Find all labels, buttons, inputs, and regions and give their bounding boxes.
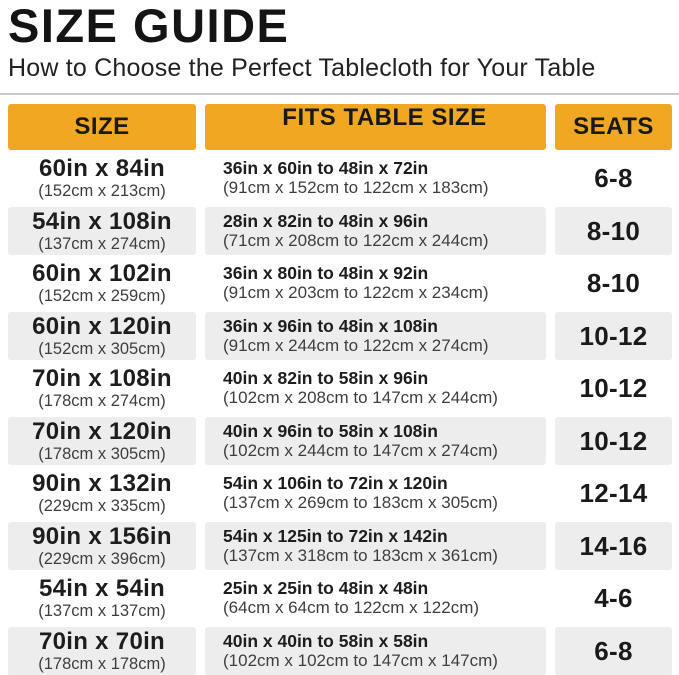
seats-value: 8-10 <box>586 215 641 246</box>
column-header-fits: FITS TABLE SIZE <box>205 104 546 150</box>
size-cm: (229cm x 396cm) <box>38 549 166 568</box>
fits-table-size-cell: 40in x 82in to 58in x 96in (102cm x 208c… <box>205 365 546 413</box>
size-inches: 60in x 84in <box>38 155 166 183</box>
table-row: 70in x 70in (178cm x 178cm) 40in x 40in … <box>8 627 672 675</box>
fits-cm: (102cm x 208cm to 147cm x 244cm) <box>223 388 498 408</box>
table-row: 70in x 120in (178cm x 305cm) 40in x 96in… <box>8 417 672 465</box>
size-inches: 60in x 102in <box>32 260 172 288</box>
fits-cm: (137cm x 318cm to 183cm x 361cm) <box>223 545 498 565</box>
size-cm: (229cm x 335cm) <box>38 497 166 516</box>
fits-inches: 40in x 40in to 58in x 58in <box>223 630 429 651</box>
fits-cm: (91cm x 203cm to 122cm x 234cm) <box>223 283 489 303</box>
seats-value: 10-12 <box>579 373 648 404</box>
size-cell: 60in x 102in (152cm x 259cm) <box>8 260 196 308</box>
fits-inches: 40in x 96in to 58in x 108in <box>223 420 438 441</box>
seats-value: 8-10 <box>586 268 641 299</box>
size-cm: (137cm x 137cm) <box>38 602 166 621</box>
size-cell: 70in x 70in (178cm x 178cm) <box>8 627 196 675</box>
size-cm: (178cm x 178cm) <box>38 654 166 673</box>
fits-cm: (91cm x 152cm to 122cm x 183cm) <box>223 178 489 198</box>
fits-table-size-cell: 28in x 82in to 48in x 96in (71cm x 208cm… <box>205 207 546 255</box>
size-cell: 54in x 108in (137cm x 274cm) <box>8 207 196 255</box>
page-title: SIZE GUIDE <box>8 0 290 52</box>
table-row: 60in x 120in (152cm x 305cm) 36in x 96in… <box>8 312 672 360</box>
size-cm: (137cm x 274cm) <box>38 234 166 253</box>
column-header-seats: SEATS <box>555 104 672 150</box>
size-cell: 60in x 84in (152cm x 213cm) <box>8 155 196 203</box>
fits-cm: (71cm x 208cm to 122cm x 244cm) <box>223 230 489 250</box>
fits-cm: (91cm x 244cm to 122cm x 274cm) <box>223 335 489 355</box>
fits-inches: 25in x 25in to 48in x 48in <box>223 578 429 599</box>
size-cell: 90in x 132in (229cm x 335cm) <box>8 470 196 518</box>
size-inches: 54in x 108in <box>32 207 172 235</box>
size-guide-table: SIZE FITS TABLE SIZE SEATS 60in x 84in (… <box>8 104 672 675</box>
page-subtitle: How to Choose the Perfect Tablecloth for… <box>8 54 596 82</box>
fits-inches: 36in x 80in to 48in x 92in <box>223 263 429 284</box>
table-row: 54in x 54in (137cm x 137cm) 25in x 25in … <box>8 575 672 623</box>
size-inches: 70in x 120in <box>32 417 172 445</box>
fits-table-size-cell: 54in x 106in to 72in x 120in (137cm x 26… <box>205 470 546 518</box>
size-inches: 70in x 108in <box>32 365 172 393</box>
fits-cm: (102cm x 244cm to 147cm x 274cm) <box>223 440 498 460</box>
seats-cell: 10-12 <box>555 365 672 413</box>
size-cm: (152cm x 259cm) <box>38 287 166 306</box>
size-cell: 54in x 54in (137cm x 137cm) <box>8 575 196 623</box>
fits-inches: 28in x 82in to 48in x 96in <box>223 210 429 231</box>
fits-table-size-cell: 25in x 25in to 48in x 48in (64cm x 64cm … <box>205 575 546 623</box>
size-cm: (178cm x 305cm) <box>38 444 166 463</box>
size-cm: (152cm x 213cm) <box>38 182 166 201</box>
table-row: 60in x 102in (152cm x 259cm) 36in x 80in… <box>8 260 672 308</box>
divider <box>0 93 679 95</box>
table-row: 60in x 84in (152cm x 213cm) 36in x 60in … <box>8 155 672 203</box>
fits-inches: 54in x 125in to 72in x 142in <box>223 525 448 546</box>
fits-cm: (64cm x 64cm to 122cm x 122cm) <box>223 598 480 618</box>
fits-inches: 36in x 60in to 48in x 72in <box>223 158 429 179</box>
fits-table-size-cell: 36in x 60in to 48in x 72in (91cm x 152cm… <box>205 155 546 203</box>
size-cell: 70in x 108in (178cm x 274cm) <box>8 365 196 413</box>
seats-value: 6-8 <box>594 635 633 666</box>
size-cell: 70in x 120in (178cm x 305cm) <box>8 417 196 465</box>
seats-value: 6-8 <box>594 163 633 194</box>
fits-cm: (102cm x 102cm to 147cm x 147cm) <box>223 650 498 670</box>
size-inches: 90in x 132in <box>32 470 172 498</box>
fits-table-size-cell: 36in x 96in to 48in x 108in (91cm x 244c… <box>205 312 546 360</box>
fits-inches: 54in x 106in to 72in x 120in <box>223 473 448 494</box>
table-row: 90in x 156in (229cm x 396cm) 54in x 125i… <box>8 522 672 570</box>
seats-cell: 6-8 <box>555 627 672 675</box>
size-inches: 90in x 156in <box>32 522 172 550</box>
seats-cell: 8-10 <box>555 260 672 308</box>
fits-table-size-cell: 40in x 96in to 58in x 108in (102cm x 244… <box>205 417 546 465</box>
seats-value: 4-6 <box>594 583 633 614</box>
fits-table-size-cell: 36in x 80in to 48in x 92in (91cm x 203cm… <box>205 260 546 308</box>
seats-cell: 10-12 <box>555 312 672 360</box>
size-cell: 60in x 120in (152cm x 305cm) <box>8 312 196 360</box>
seats-value: 10-12 <box>579 320 648 351</box>
fits-table-size-cell: 54in x 125in to 72in x 142in (137cm x 31… <box>205 522 546 570</box>
size-inches: 70in x 70in <box>38 627 166 655</box>
size-inches: 60in x 120in <box>32 312 172 340</box>
table-header-row: SIZE FITS TABLE SIZE SEATS <box>8 104 672 150</box>
size-inches: 54in x 54in <box>38 575 166 603</box>
size-cm: (178cm x 274cm) <box>38 392 166 411</box>
seats-cell: 4-6 <box>555 575 672 623</box>
table-row: 90in x 132in (229cm x 335cm) 54in x 106i… <box>8 470 672 518</box>
table-row: 54in x 108in (137cm x 274cm) 28in x 82in… <box>8 207 672 255</box>
seats-value: 12-14 <box>579 478 648 509</box>
fits-table-size-cell: 40in x 40in to 58in x 58in (102cm x 102c… <box>205 627 546 675</box>
seats-cell: 10-12 <box>555 417 672 465</box>
seats-cell: 12-14 <box>555 470 672 518</box>
table-row: 70in x 108in (178cm x 274cm) 40in x 82in… <box>8 365 672 413</box>
size-cell: 90in x 156in (229cm x 396cm) <box>8 522 196 570</box>
fits-cm: (137cm x 269cm to 183cm x 305cm) <box>223 493 498 513</box>
seats-value: 14-16 <box>579 530 648 561</box>
seats-cell: 6-8 <box>555 155 672 203</box>
seats-cell: 8-10 <box>555 207 672 255</box>
column-header-size: SIZE <box>8 104 196 150</box>
fits-inches: 40in x 82in to 58in x 96in <box>223 368 429 389</box>
size-cm: (152cm x 305cm) <box>38 339 166 358</box>
seats-cell: 14-16 <box>555 522 672 570</box>
fits-inches: 36in x 96in to 48in x 108in <box>223 315 438 336</box>
seats-value: 10-12 <box>579 425 648 456</box>
